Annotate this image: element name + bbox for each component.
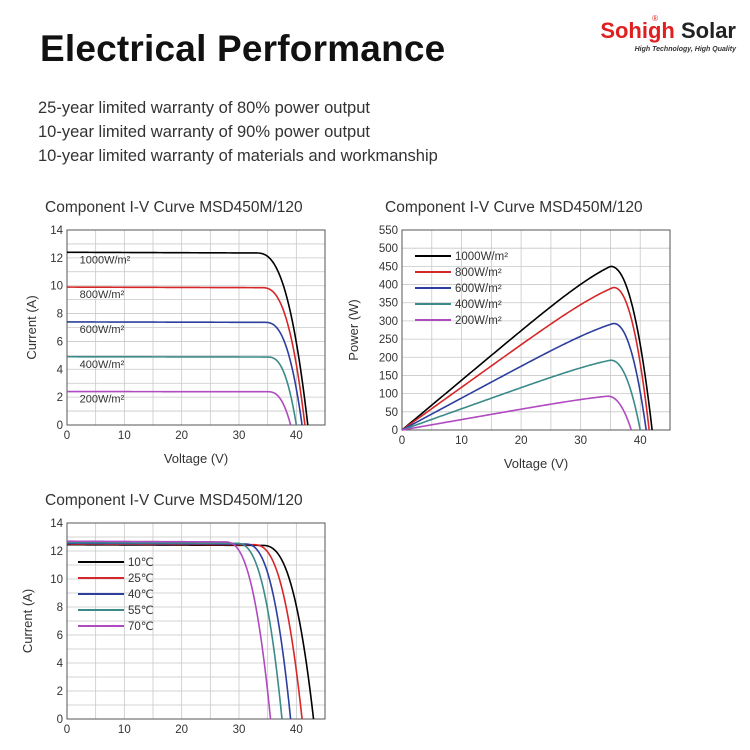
- x-tick-label: 20: [175, 430, 188, 442]
- legend-label: 200W/m²: [455, 315, 502, 327]
- x-tick-label: 30: [233, 724, 246, 736]
- chart-title: Component I-V Curve MSD450M/120: [45, 199, 303, 216]
- series-line: [401, 359, 642, 431]
- x-tick-label: 0: [64, 724, 70, 736]
- x-tick-label: 10: [455, 435, 468, 447]
- series-line: [66, 542, 292, 720]
- x-tick-label: 40: [290, 724, 303, 736]
- y-tick-label: 14: [50, 518, 63, 530]
- x-tick-label: 10: [118, 724, 131, 736]
- y-tick-label: 10: [50, 574, 63, 586]
- x-axis-label: Voltage (V): [504, 456, 568, 471]
- y-tick-label: 6: [57, 630, 63, 642]
- legend-label: 800W/m²: [455, 267, 502, 279]
- warranty-list: 25-year limited warranty of 80% power ou…: [38, 96, 438, 168]
- x-tick-label: 30: [574, 435, 587, 447]
- series-line: [67, 390, 292, 426]
- legend-label: 400W/m²: [455, 299, 502, 311]
- logo-tagline: High Technology, High Quality: [634, 46, 736, 53]
- x-tick-label: 0: [399, 435, 405, 447]
- y-tick-label: 50: [385, 407, 398, 419]
- y-tick-label: 200: [379, 352, 398, 364]
- series-line: [67, 286, 306, 426]
- y-tick-label: 400: [379, 280, 398, 292]
- y-tick-label: 550: [379, 225, 398, 237]
- series-line: [401, 395, 633, 431]
- series-line: [401, 322, 647, 431]
- plot-frame: [66, 522, 326, 720]
- x-tick-label: 20: [175, 724, 188, 736]
- series-label: 800W/m²: [80, 289, 125, 301]
- y-tick-label: 250: [379, 334, 398, 346]
- y-tick-label: 150: [379, 370, 398, 382]
- y-tick-label: 300: [379, 316, 398, 328]
- x-tick-label: 30: [233, 430, 246, 442]
- x-tick-label: 40: [290, 430, 303, 442]
- series-line: [67, 251, 309, 426]
- warranty-item: 25-year limited warranty of 80% power ou…: [38, 99, 370, 117]
- y-tick-label: 6: [57, 336, 63, 348]
- y-tick-label: 0: [57, 714, 63, 726]
- plot-frame: [401, 229, 671, 431]
- legend-label: 25℃: [128, 573, 154, 585]
- y-tick-label: 2: [57, 686, 63, 698]
- series-line: [401, 286, 650, 431]
- plot-frame: [66, 229, 326, 426]
- brand-logo: ® Sohigh Solar High Technology, High Qua…: [586, 14, 736, 62]
- y-tick-label: 0: [392, 425, 398, 437]
- series-line: [67, 321, 303, 426]
- series-line: [66, 541, 283, 720]
- series-label: 600W/m²: [80, 324, 125, 336]
- legend-label: 600W/m²: [455, 283, 502, 295]
- series-line: [67, 355, 298, 426]
- y-tick-label: 12: [50, 546, 63, 558]
- x-tick-label: 20: [515, 435, 528, 447]
- page-title: Electrical Performance: [40, 28, 446, 69]
- y-tick-label: 8: [57, 602, 63, 614]
- series-line: [66, 540, 272, 720]
- y-tick-label: 100: [379, 389, 398, 401]
- y-tick-label: 500: [379, 243, 398, 255]
- y-axis-label: Current (A): [20, 589, 35, 653]
- y-tick-label: 12: [50, 253, 63, 265]
- legend-label: 1000W/m²: [455, 251, 508, 263]
- registered-mark: ®: [652, 14, 658, 23]
- x-tick-label: 0: [64, 430, 70, 442]
- y-tick-label: 4: [57, 658, 64, 670]
- y-tick-label: 8: [57, 309, 63, 321]
- legend-label: 40℃: [128, 589, 154, 601]
- x-tick-label: 40: [634, 435, 647, 447]
- legend-label: 55℃: [128, 605, 154, 617]
- series-label: 400W/m²: [80, 359, 125, 371]
- y-tick-label: 0: [57, 420, 63, 432]
- chart-title: Component I-V Curve MSD450M/120: [385, 199, 643, 216]
- series-label: 200W/m²: [80, 394, 125, 406]
- series-label: 1000W/m²: [80, 254, 131, 266]
- logo-wordmark: Sohigh Solar: [600, 18, 736, 43]
- y-tick-label: 14: [50, 225, 63, 237]
- warranty-item: 10-year limited warranty of 90% power ou…: [38, 123, 370, 141]
- chart-title: Component I-V Curve MSD450M/120: [45, 492, 303, 509]
- y-axis-label: Current (A): [24, 295, 39, 359]
- x-axis-label: Voltage (V): [164, 451, 228, 466]
- legend-label: 70℃: [128, 621, 154, 633]
- y-tick-label: 10: [50, 281, 63, 293]
- warranty-item: 10-year limited warranty of materials an…: [38, 147, 438, 165]
- pv-curve-irradiance-chart: Component I-V Curve MSD450M/120 0 10 20 30 40…: [346, 199, 671, 471]
- y-axis-label: Power (W): [346, 299, 361, 360]
- y-tick-label: 350: [379, 298, 398, 310]
- y-tick-label: 4: [57, 364, 64, 376]
- y-tick-label: 450: [379, 261, 398, 273]
- legend-label: 10℃: [128, 557, 154, 569]
- series-line: [401, 265, 653, 431]
- y-tick-label: 2: [57, 392, 63, 404]
- x-tick-label: 10: [118, 430, 131, 442]
